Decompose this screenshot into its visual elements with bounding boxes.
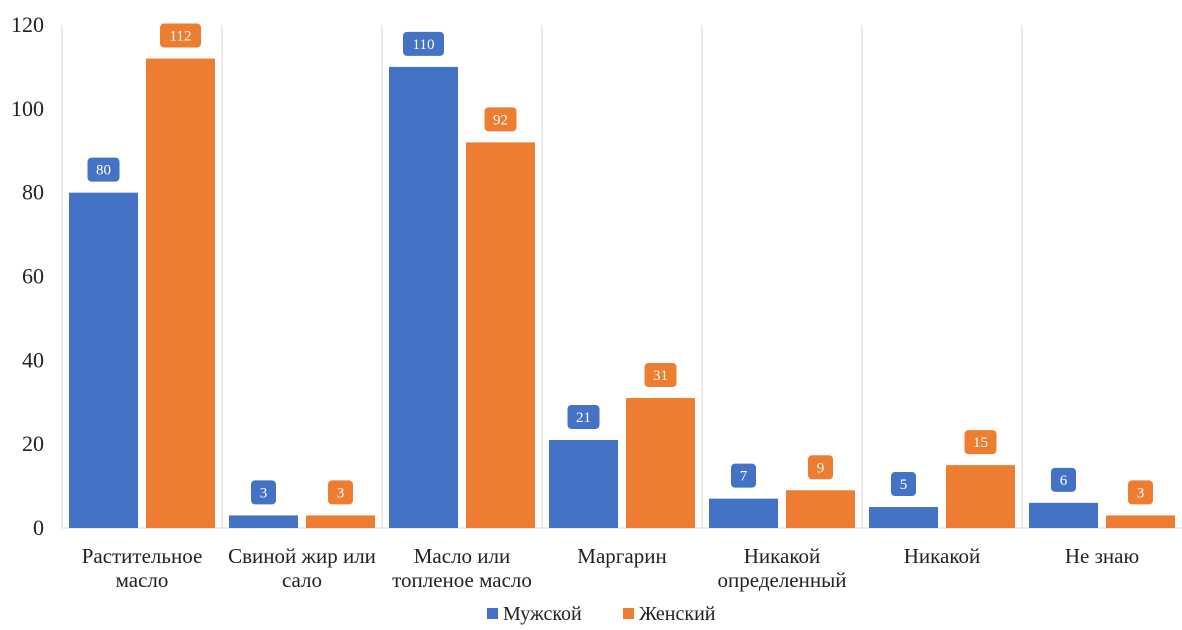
data-label: 5	[900, 477, 908, 493]
data-label-box	[567, 404, 600, 429]
data-label: 80	[96, 163, 111, 179]
category-gridlines	[61, 25, 1182, 529]
y-tick-label: 0	[33, 515, 44, 540]
x-tick-label: Растительное масло	[82, 544, 203, 592]
y-tick-label: 20	[22, 431, 44, 456]
data-label-box	[160, 23, 201, 48]
data-label-box	[891, 472, 916, 497]
bar-male	[709, 498, 778, 528]
x-axis: Растительное масло Свиной жир или сало Масло…	[82, 544, 1139, 592]
data-label-box	[328, 480, 353, 505]
legend-label: Женский	[639, 603, 716, 625]
data-label-box	[1051, 467, 1076, 492]
data-label: 3	[1137, 485, 1145, 501]
bar-female	[946, 465, 1015, 528]
x-tick-label: Маргарин	[577, 544, 666, 568]
bar-female	[786, 490, 855, 528]
data-label: 9	[817, 460, 825, 476]
data-label: 6	[1060, 473, 1068, 489]
bar-female	[1106, 515, 1175, 528]
data-label-box	[87, 157, 120, 182]
data-label-box	[403, 31, 444, 56]
y-tick-label: 100	[11, 96, 44, 121]
bar-male	[69, 192, 138, 528]
y-tick-label: 80	[22, 180, 44, 205]
y-tick-label: 120	[11, 12, 44, 37]
bar-male	[869, 507, 938, 528]
data-label: 21	[576, 410, 591, 426]
data-label: 3	[337, 485, 345, 501]
legend-label: Мужской	[503, 603, 582, 625]
data-label-box	[808, 455, 833, 480]
bar-male	[229, 515, 298, 528]
bars-group	[69, 58, 1175, 529]
bar-female	[626, 398, 695, 528]
bar-male	[549, 439, 618, 528]
data-label-box	[964, 430, 997, 455]
y-axis: 0 20 40 60 80 100 120	[11, 12, 44, 540]
legend-swatch	[623, 608, 634, 619]
data-label: 110	[413, 37, 435, 53]
x-tick-label: Масло или топленое масло	[392, 544, 532, 592]
bar-female	[146, 58, 215, 529]
y-tick-label: 40	[22, 347, 44, 372]
bar-male	[1029, 502, 1098, 528]
data-label-box	[644, 363, 677, 388]
x-tick-label: Свиной жир или сало	[228, 544, 376, 592]
bar-female	[466, 142, 535, 528]
data-label-box	[251, 480, 276, 505]
data-label-box	[484, 107, 517, 132]
data-label: 15	[973, 435, 988, 451]
bar-female	[306, 515, 375, 528]
x-tick-label: Не знаю	[1065, 544, 1139, 568]
legend-swatch	[487, 608, 498, 619]
data-label-box	[1128, 480, 1153, 505]
data-label: 31	[653, 368, 668, 384]
x-tick-label: Никакой	[904, 544, 980, 568]
x-tick-label: Никакой определенный	[718, 544, 847, 592]
data-label: 92	[493, 112, 508, 128]
data-label: 112	[170, 29, 192, 45]
legend: Мужской Женский	[487, 603, 716, 625]
data-label: 3	[260, 485, 268, 501]
bar-male	[389, 66, 458, 529]
y-tick-label: 60	[22, 264, 44, 289]
data-label-box	[731, 463, 756, 488]
data-label: 7	[740, 469, 748, 485]
